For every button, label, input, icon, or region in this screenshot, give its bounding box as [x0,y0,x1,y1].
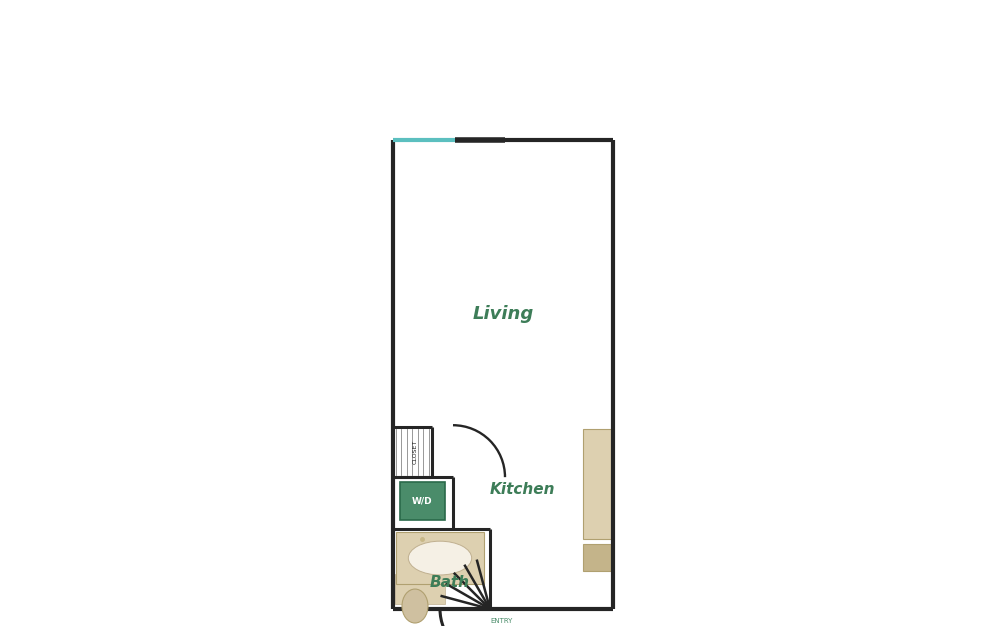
Text: Living: Living [472,305,534,324]
Bar [404,581,426,591]
Bar [400,482,445,520]
Bar [583,429,613,539]
Bar [396,532,484,584]
Text: Please reach out to our leasing office for more information!: Please reach out to our leasing office f… [147,69,851,89]
Text: Kitchen: Kitchen [489,481,555,496]
Text: Bath: Bath [430,575,470,590]
Ellipse shape [408,541,472,575]
Text: CLOSET: CLOSET [412,440,417,464]
Text: W/D: W/D [412,496,433,506]
Bar [583,544,613,571]
Text: This is a MHA income qualified home.: This is a MHA income qualified home. [278,29,720,49]
Ellipse shape [402,589,428,623]
Text: ENTRY: ENTRY [491,618,513,624]
Bar [395,574,445,604]
